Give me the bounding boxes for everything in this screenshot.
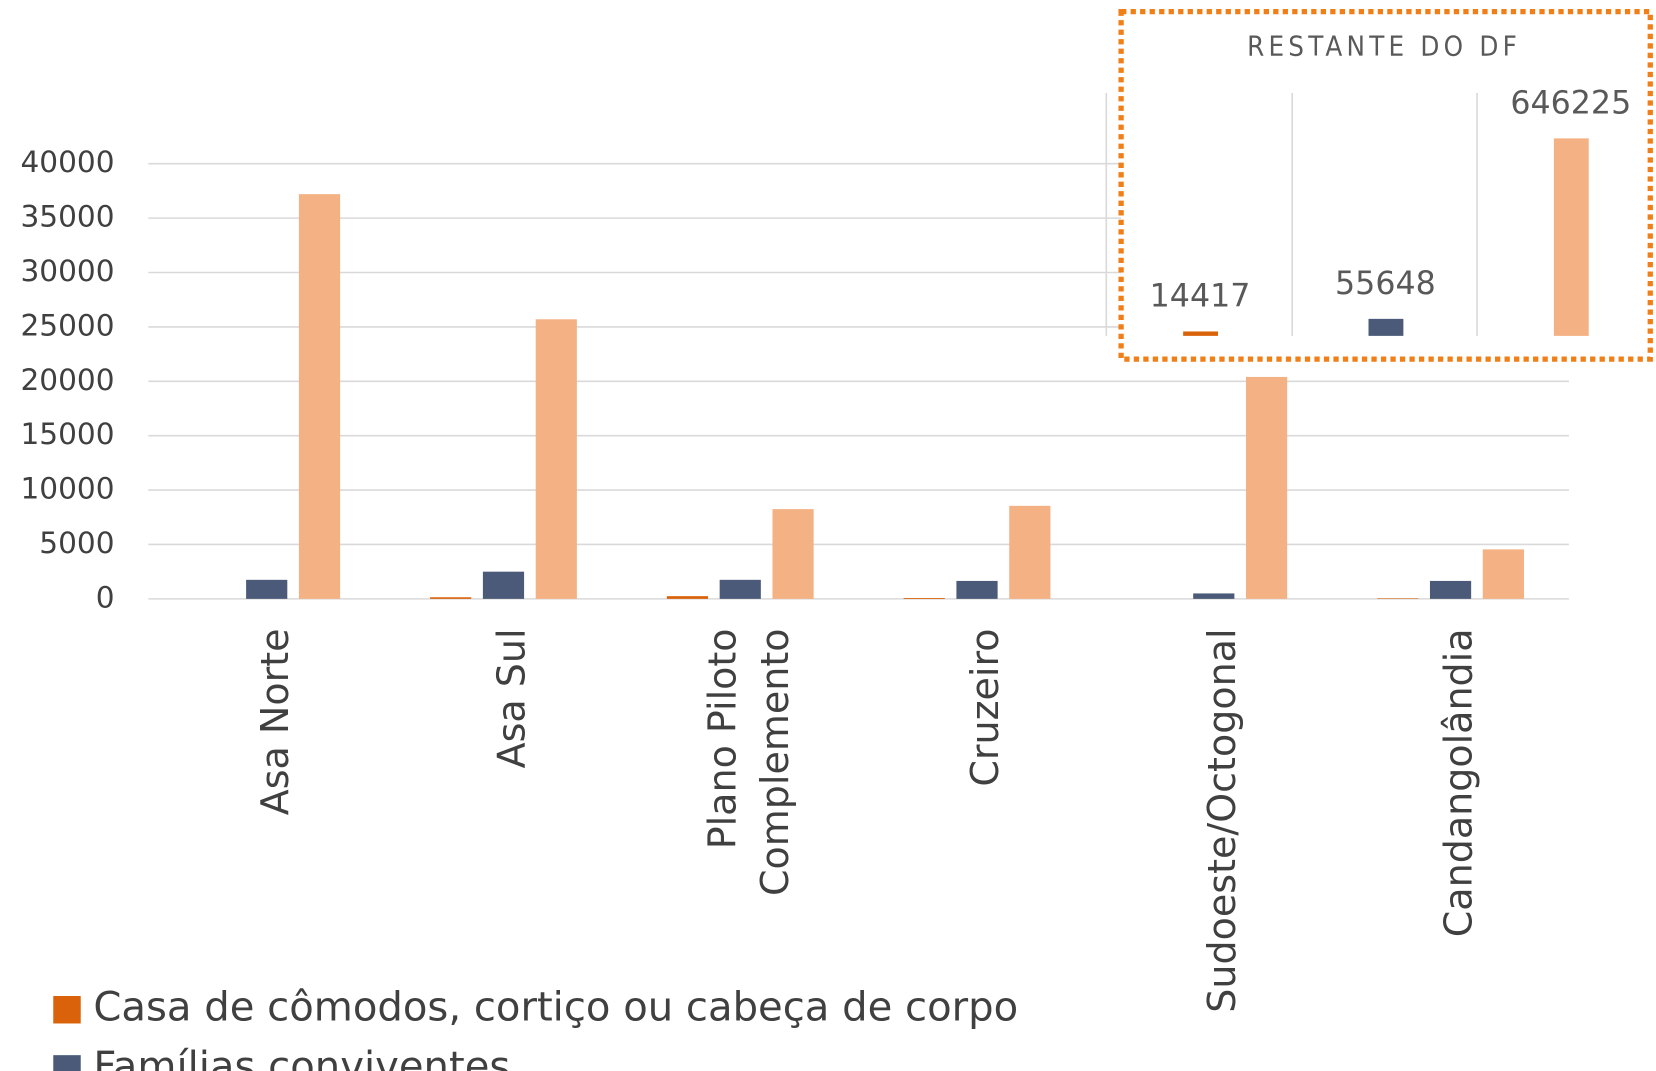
inset-bar	[1183, 331, 1219, 336]
bar	[482, 571, 525, 599]
inset-value-label: 646225	[1510, 86, 1631, 122]
y-tick-label: 40000	[20, 145, 114, 179]
y-tick-label: 5000	[39, 526, 114, 560]
inset-value-label: 14417	[1150, 279, 1251, 315]
bar	[430, 597, 472, 599]
bar	[772, 509, 814, 599]
inset-bar	[1368, 318, 1404, 336]
bar	[1377, 598, 1419, 599]
y-tick-label: 35000	[20, 200, 114, 234]
x-tick-label: Candangolândia	[1437, 628, 1481, 937]
x-tick-label: Asa Norte	[253, 628, 297, 815]
legend-swatch	[53, 1055, 81, 1071]
x-tick-label: Cruzeiro	[963, 628, 1007, 786]
bar	[903, 598, 945, 599]
x-tick-label: Sudoeste/Octogonal	[1200, 628, 1244, 1012]
bar	[956, 580, 998, 599]
bar	[1245, 376, 1288, 599]
y-tick-label: 0	[96, 580, 115, 614]
legend-label: Casa de cômodos, cortiço ou cabeça de co…	[93, 985, 1018, 1031]
bar	[535, 319, 577, 599]
bar	[246, 579, 288, 599]
bar	[1193, 593, 1235, 599]
inset-title: RESTANTE DO DF	[1247, 32, 1521, 63]
legend-swatch	[53, 996, 81, 1024]
inset-bar	[1553, 138, 1589, 336]
y-tick-label: 20000	[20, 363, 114, 397]
bar	[666, 596, 709, 599]
y-tick-label: 30000	[20, 254, 114, 288]
bar	[719, 579, 761, 599]
bar	[1482, 549, 1524, 599]
inset-value-label: 55648	[1335, 266, 1436, 302]
legend-label: Famílias conviventes	[93, 1044, 510, 1071]
x-tick-label: Plano Piloto Complemento	[700, 628, 797, 896]
y-tick-label: 10000	[20, 472, 114, 506]
x-tick-label: Asa Sul	[490, 628, 534, 768]
bar	[1429, 580, 1472, 599]
bar	[1009, 505, 1051, 599]
y-tick-label: 25000	[20, 308, 114, 342]
bar	[298, 194, 341, 599]
y-tick-label: 15000	[20, 417, 114, 451]
